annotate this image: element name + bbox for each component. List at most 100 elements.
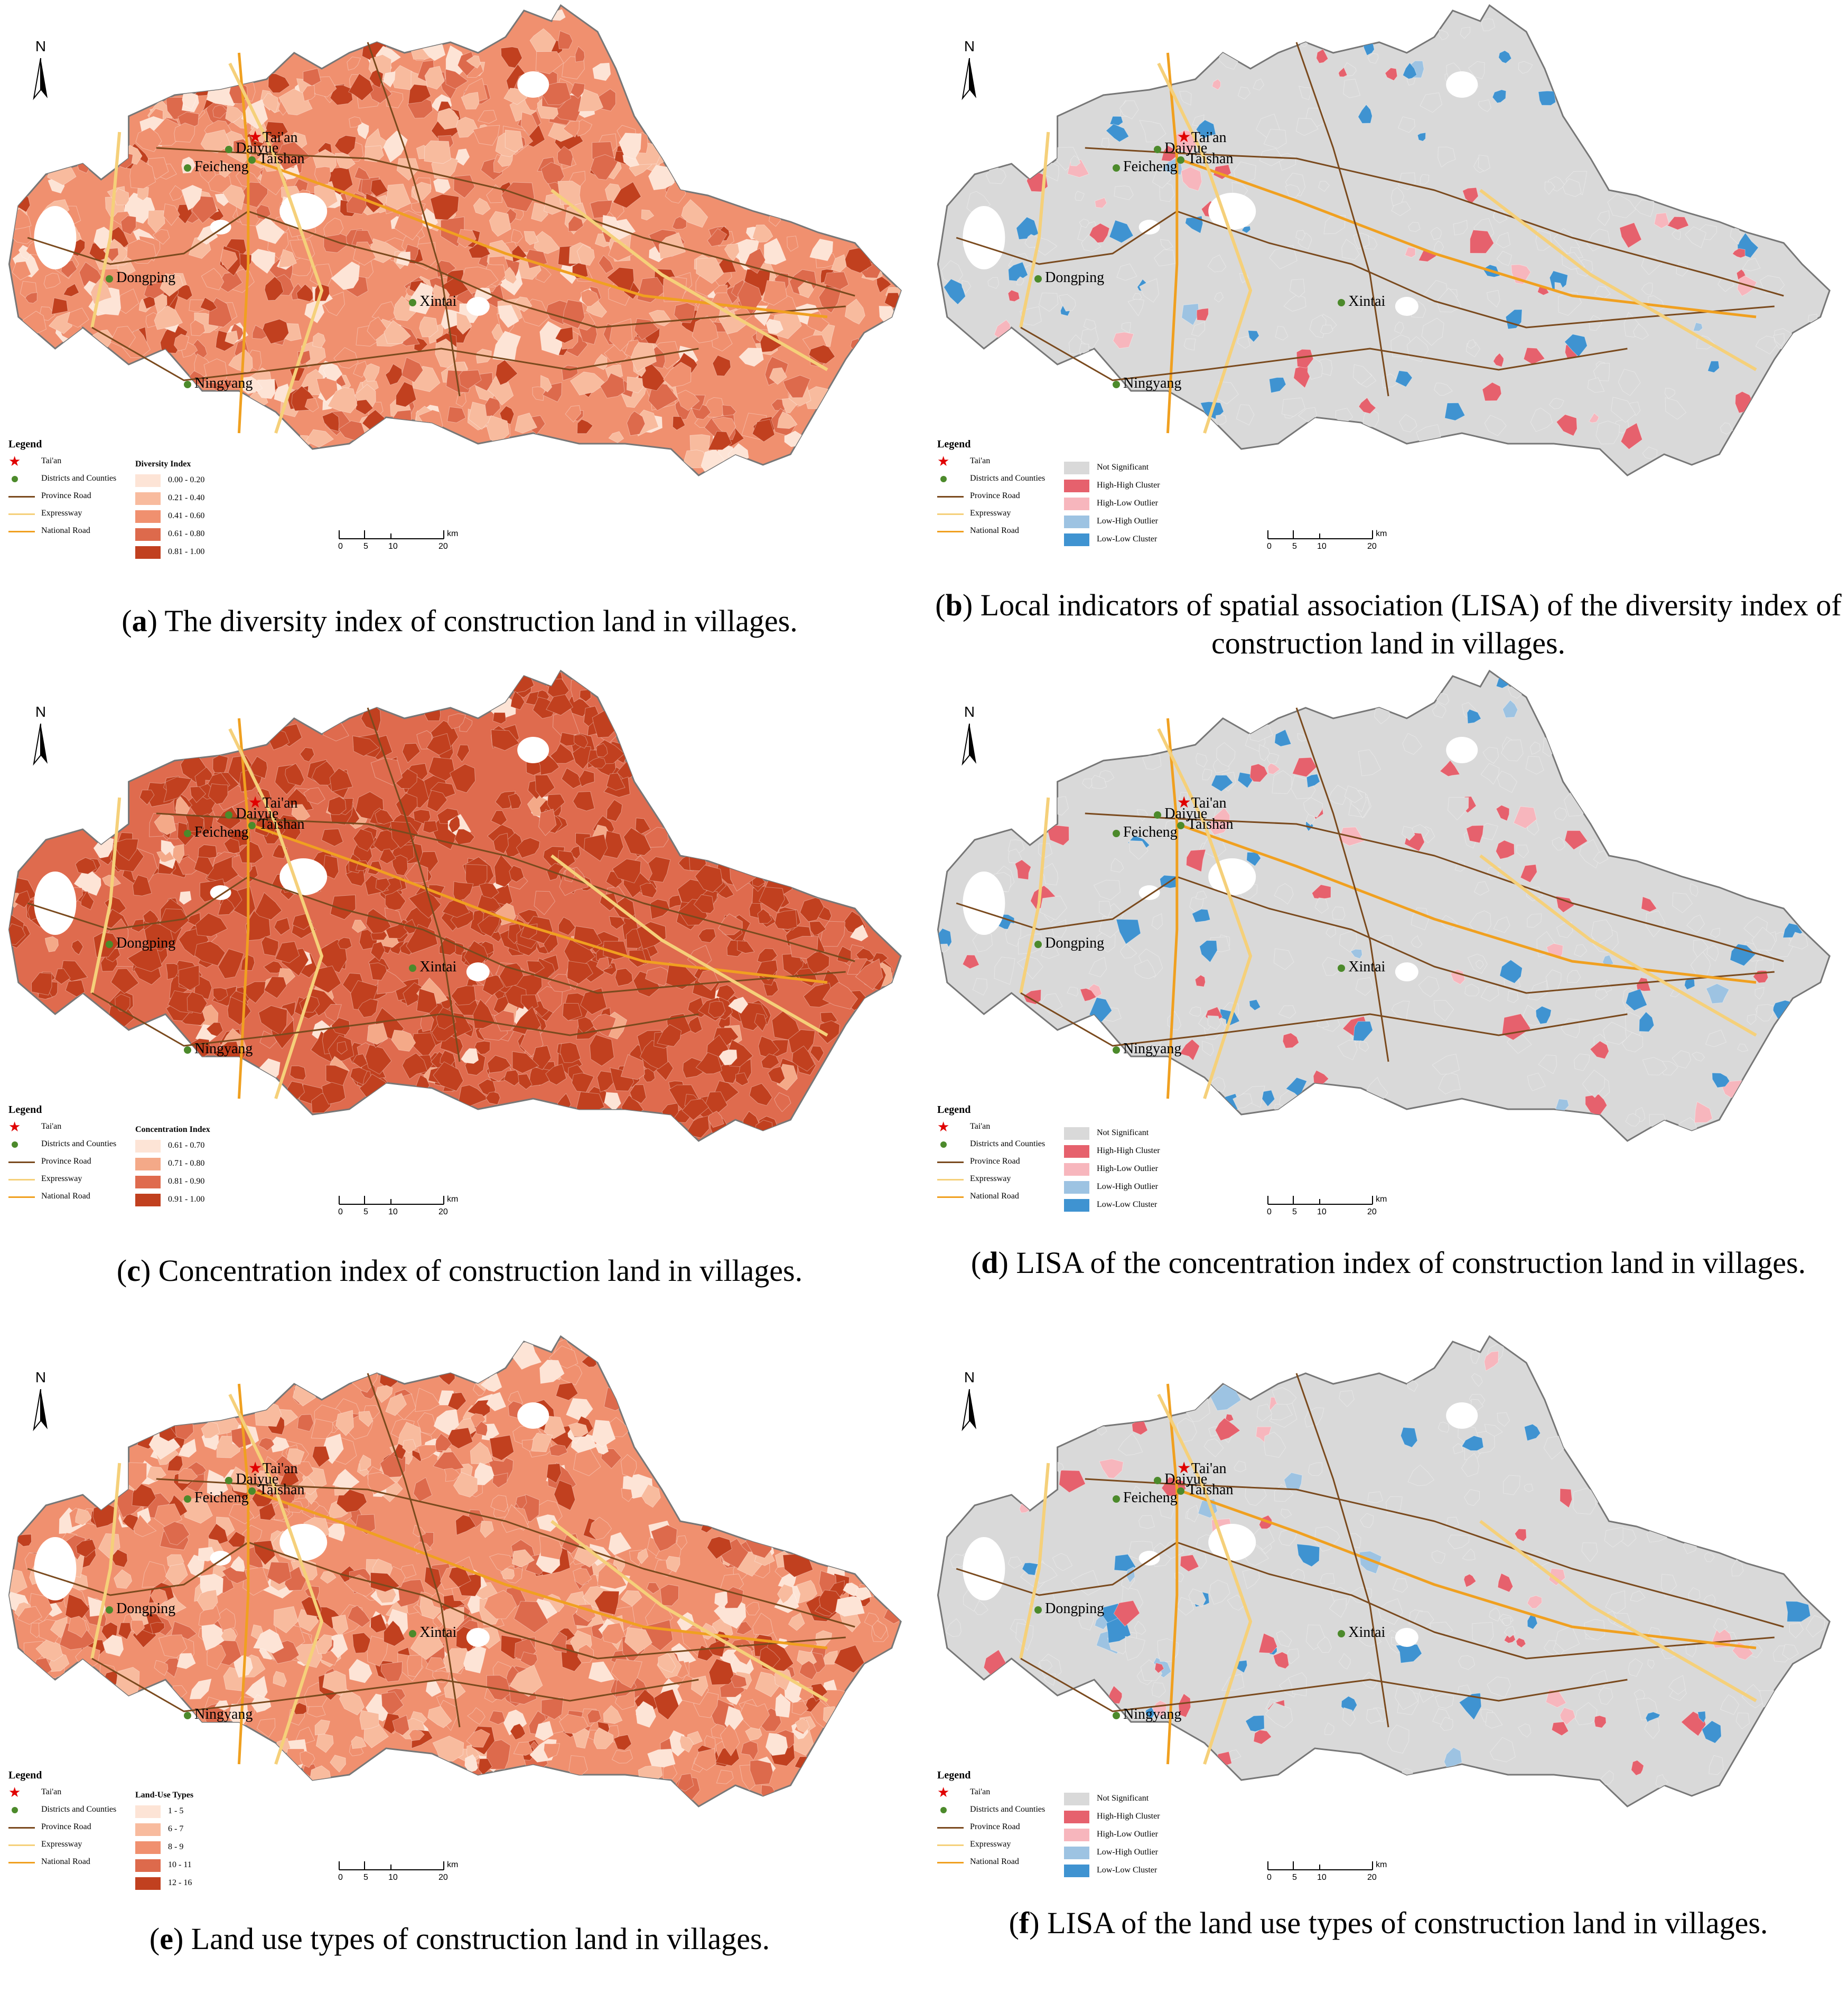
village-cell: [182, 90, 198, 110]
village-cell: [567, 960, 593, 985]
village-cell: [1469, 910, 1491, 933]
village-cell: [765, 1732, 788, 1756]
village-cell: [1754, 987, 1765, 1000]
village-cell: [163, 776, 192, 803]
village-cell: [1713, 1618, 1728, 1634]
capital-star-icon: ★: [248, 1459, 263, 1477]
village-cell: [1420, 174, 1430, 185]
village-cell: [1285, 1648, 1300, 1664]
village-cell: [1548, 398, 1564, 409]
village-cell: [1520, 864, 1537, 883]
capital-star-icon: ★: [1177, 128, 1191, 146]
village-cells: [9, 671, 893, 1141]
legend-class-label: Low-Low Cluster: [1097, 1866, 1158, 1875]
village-cell: [1462, 187, 1479, 204]
line-icon: [937, 1857, 964, 1868]
village-cell: [1710, 928, 1720, 938]
county-dot-icon: [1177, 1487, 1184, 1495]
road-line: [90, 797, 122, 994]
village-cell: [335, 1410, 354, 1436]
village-cell: [110, 326, 136, 350]
city-label: Dongping: [1034, 269, 1104, 286]
village-cell: [603, 1387, 631, 1411]
city-label: Feicheng: [184, 824, 249, 841]
village-cell: [44, 936, 59, 952]
village-cell: [662, 276, 687, 302]
village-cell: [1720, 422, 1733, 435]
scale-tick-label: 10: [1317, 542, 1327, 551]
village-cell: [352, 828, 375, 852]
village-cell: [1600, 1770, 1614, 1785]
village-cell: [472, 999, 496, 1029]
caption-text: Concentration index of construction land…: [158, 1253, 803, 1288]
village-cell: [475, 1421, 488, 1436]
village-cell: [656, 1024, 682, 1047]
village-cell: [279, 1470, 300, 1486]
scale-tick-label: 0: [338, 1207, 343, 1216]
village-cell: [510, 690, 525, 710]
north-label: N: [35, 38, 46, 54]
village-cell: [782, 374, 811, 398]
village-cell: [425, 1657, 447, 1672]
line-icon: [8, 1857, 35, 1868]
village-cell: [614, 968, 633, 987]
village-cell: [430, 194, 460, 221]
village-cell: [608, 431, 624, 443]
county-dot-icon: [1338, 298, 1346, 306]
city-label: Xintai: [1338, 959, 1385, 976]
legend-swatch: [1064, 1829, 1089, 1841]
legend-item-label: Province Road: [970, 1157, 1020, 1166]
scale-bar-graphic: [1267, 1861, 1373, 1870]
village-cell: [578, 89, 604, 112]
village-cell: [944, 278, 966, 305]
village-cell: [716, 985, 736, 1001]
village-cell: [666, 1556, 680, 1573]
village-cell: [425, 1680, 442, 1697]
city-label: Feicheng: [1113, 1490, 1178, 1506]
legend-class-label: Low-High Outlier: [1097, 1848, 1158, 1857]
road-line: [956, 1541, 1775, 1660]
dot-icon: [937, 1805, 964, 1815]
scale-bar: 0 5 10 20 km: [338, 528, 475, 560]
city-name: Daiyue: [1164, 140, 1208, 156]
legend-class-heading: Diversity Index: [135, 460, 191, 469]
county-dot-icon: [184, 1495, 191, 1503]
village-cell: [330, 1755, 346, 1773]
village-cell: [1493, 916, 1510, 933]
village-cell: [132, 875, 152, 896]
village-cell: [337, 937, 352, 950]
scale-tick-label: 5: [363, 542, 368, 551]
village-cell: [1466, 825, 1484, 844]
scale-bar: 0 5 10 20 km: [338, 1859, 475, 1891]
village-cell: [1705, 1029, 1727, 1047]
village-cell: [1562, 178, 1582, 197]
village-cell: [194, 941, 226, 966]
village-cell: [114, 1569, 133, 1589]
village-cell: [432, 1736, 464, 1762]
legend-class-label: Low-Low Cluster: [1097, 535, 1158, 544]
village-cell: [994, 957, 1015, 985]
city-name: Xintai: [419, 293, 457, 310]
village-cell: [593, 1727, 614, 1749]
road-line: [27, 210, 846, 329]
legend-class: 0.71 - 0.80: [135, 1156, 273, 1174]
village-cell: [1692, 1052, 1705, 1062]
village-cell: [351, 920, 367, 933]
legend-item: Province Road: [8, 1155, 135, 1172]
caption-text: The diversity index of construction land…: [164, 604, 798, 638]
village-cell: [1573, 1053, 1590, 1071]
village-cell: [1211, 775, 1234, 792]
village-cell: [1544, 181, 1555, 195]
village-cell: [189, 1678, 212, 1700]
legend-title: Legend: [8, 1104, 42, 1116]
city-label: Daiyue: [225, 1471, 278, 1488]
village-cell: [1417, 132, 1426, 142]
village-cell: [624, 1627, 652, 1654]
village-cell: [1221, 1673, 1245, 1691]
village-cell: [1339, 1390, 1355, 1408]
city-name: Feicheng: [194, 158, 249, 175]
village-cell: [613, 1734, 632, 1750]
legend-item-label: Districts and Counties: [41, 1805, 117, 1814]
village-cell: [1276, 1630, 1292, 1647]
map-area: N Feicheng Daiyue ★Tai'an Taishan Dongping Nin…: [929, 666, 1848, 1194]
